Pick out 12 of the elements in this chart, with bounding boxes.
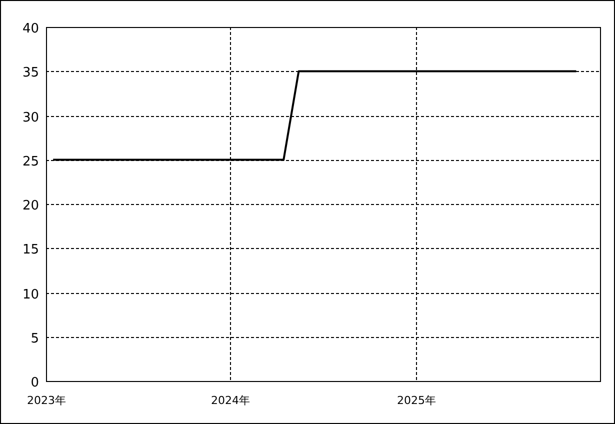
y-tick-label: 30 [22, 110, 39, 126]
x-tick-label: 2025年 [397, 394, 436, 407]
x-tick-label: 2024年 [211, 394, 250, 407]
y-tick-label: 40 [22, 22, 39, 36]
x-tick-label: 2023年 [27, 394, 66, 407]
y-tick-label: 0 [30, 376, 39, 390]
y-tick-label: 25 [22, 154, 39, 170]
y-tick-label: 5 [30, 332, 39, 346]
y-tick-label: 15 [22, 242, 39, 258]
y-tick-label: 20 [22, 198, 39, 214]
y-tick-label: 10 [22, 288, 39, 302]
y-tick-label: 35 [22, 66, 39, 80]
